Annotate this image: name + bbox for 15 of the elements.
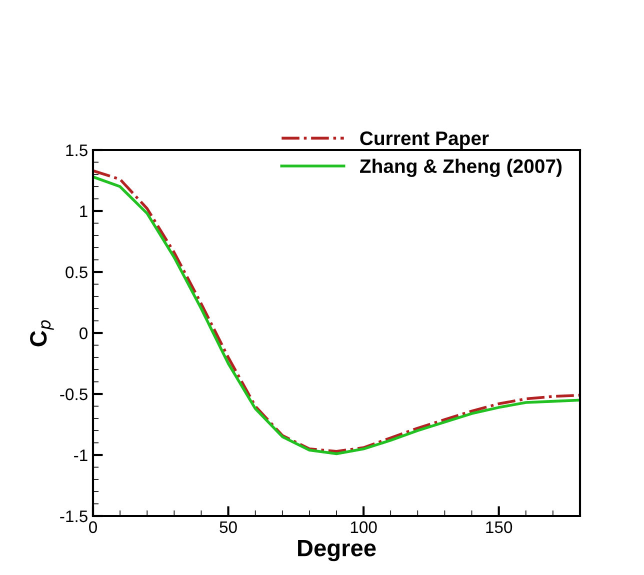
x-tick-label: 150: [486, 521, 512, 534]
legend-label: Current Paper: [360, 131, 489, 150]
x-tick-label: 100: [350, 521, 377, 534]
x-tick-label: 50: [220, 521, 237, 534]
legend-label: Zhang & Zheng (2007): [360, 158, 562, 177]
x-tick-label: 0: [89, 521, 97, 534]
y-tick-label: -1.5: [60, 510, 88, 522]
y-tick-label: -1: [74, 450, 88, 462]
x-axis-title: Degree: [298, 540, 376, 562]
y-tick-label: 1: [80, 206, 88, 218]
y-tick-label: -0.5: [60, 388, 88, 400]
y-tick-label: 0: [80, 327, 88, 340]
y-tick-label: 1.5: [66, 144, 88, 156]
y-tick-label: 0.5: [66, 266, 88, 278]
y-axis-title: C$_{p}$: [30, 320, 54, 346]
